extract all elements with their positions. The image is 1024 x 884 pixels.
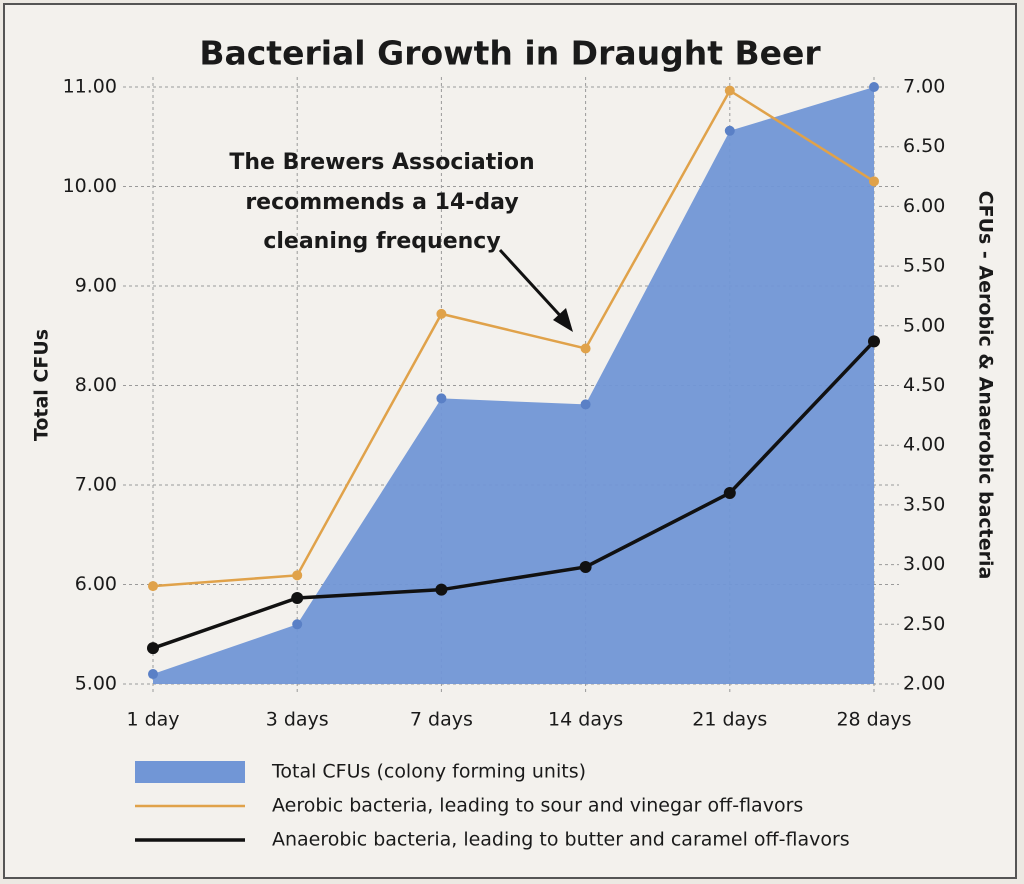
- line-point: [580, 343, 591, 354]
- y-tick-label: 9.00: [75, 275, 117, 297]
- y-tick-label: 6.00: [75, 573, 117, 595]
- y2-tick-label: 5.00: [903, 314, 945, 336]
- x-tick-label: 21 days: [692, 709, 767, 731]
- x-tick-label: 28 days: [836, 709, 911, 731]
- line-point: [723, 486, 736, 499]
- legend-label: Anaerobic bacteria, leading to butter an…: [272, 829, 850, 851]
- area-point: [292, 619, 303, 630]
- y2-tick-label: 7.00: [903, 76, 945, 98]
- line-point: [868, 335, 880, 348]
- area: [153, 87, 874, 684]
- x-tick-label: 14 days: [548, 709, 623, 731]
- line: [152, 340, 876, 650]
- area-point: [869, 82, 879, 92]
- annotation-arrow: [498, 248, 568, 324]
- y2-tick-label: 2.00: [903, 673, 945, 695]
- legend-label: Total CFUs (colony forming units): [271, 761, 586, 783]
- y2-tick-label: 4.50: [903, 374, 945, 396]
- y2-tick-label: 3.50: [903, 493, 945, 515]
- line-point: [292, 570, 303, 581]
- y2-tick-label: 2.50: [903, 613, 945, 635]
- legend: Total CFUs (colony forming units) Aerobic…: [135, 761, 850, 851]
- area-point: [580, 399, 591, 410]
- y-tick-label: 11.00: [63, 76, 117, 98]
- arrow-head: [553, 308, 573, 332]
- y2-tick-label: 6.00: [903, 195, 945, 217]
- line-point: [869, 176, 879, 187]
- annotation: The Brewers Association recommends a 14-…: [229, 150, 573, 332]
- x-tick-label: 7 days: [410, 709, 473, 731]
- area-point: [724, 125, 735, 136]
- x-tick-label: 1 day: [126, 709, 179, 731]
- y2-axis-title: CFUs - Aerobic & Anaerobic bacteria: [975, 191, 997, 580]
- y2-tick-label: 3.00: [903, 553, 945, 575]
- x-tick-label: 3 days: [266, 709, 329, 731]
- annotation-line: The Brewers Association: [229, 150, 534, 175]
- plot: [147, 82, 880, 684]
- line-point: [435, 583, 448, 596]
- line: [152, 88, 875, 588]
- y-tick-label: 5.00: [75, 673, 117, 695]
- annotation-line: cleaning frequency: [263, 229, 500, 254]
- legend-swatch: [135, 761, 245, 783]
- annotation-line: recommends a 14-day: [245, 190, 518, 215]
- line-point: [436, 308, 447, 319]
- line-point: [291, 592, 304, 605]
- y2-tick-label: 4.00: [903, 434, 945, 456]
- legend-label: Aerobic bacteria, leading to sour and vi…: [272, 795, 803, 817]
- area-point: [148, 669, 158, 680]
- y-tick-label: 8.00: [75, 374, 117, 396]
- chart-title: Bacterial Growth in Draught Beer: [199, 34, 821, 73]
- y-axis-title: Total CFUs: [31, 329, 53, 441]
- line-point: [724, 85, 735, 96]
- y2-tick-label: 6.50: [903, 135, 945, 157]
- line-point: [147, 642, 159, 655]
- y2-tick-label: 5.50: [903, 255, 945, 277]
- y-tick-label: 7.00: [75, 474, 117, 496]
- line-point: [148, 581, 158, 592]
- area-point: [436, 393, 447, 404]
- y-tick-label: 10.00: [63, 175, 117, 197]
- line-point: [579, 560, 592, 573]
